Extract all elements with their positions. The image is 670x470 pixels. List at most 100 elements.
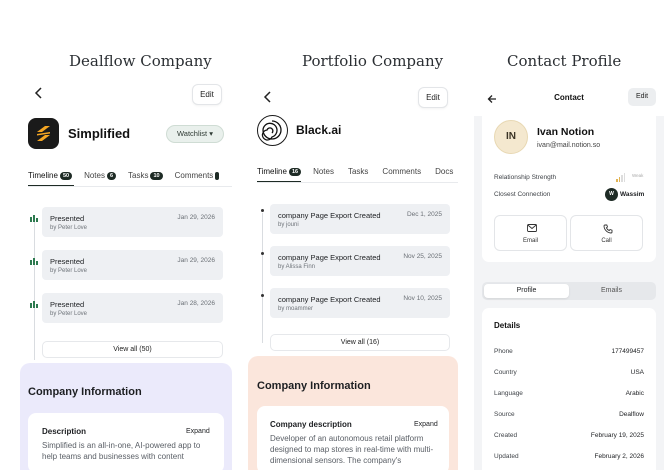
email-button[interactable]: Email [494, 215, 567, 251]
timeline-item-title: Presented [50, 214, 85, 223]
tab-count: 6 [106, 171, 117, 180]
chart-icon [30, 295, 38, 308]
timeline-item[interactable]: Presented Jan 29, 2026 by Peter Love [42, 250, 223, 280]
timeline-item-author: by Alissa Finn [278, 264, 316, 270]
company-name: Simplified [68, 126, 131, 141]
timeline-item-author: by moammer [278, 306, 314, 312]
chart-icon [30, 209, 38, 222]
watchlist-dropdown[interactable]: Watchlist ▾ [166, 125, 224, 143]
profile-emails-toggle: Profile Emails [482, 282, 656, 300]
chevron-down-icon: ▾ [209, 129, 213, 138]
heading-portfolio: Portfolio Company [302, 52, 444, 70]
heading-contact: Contact Profile [507, 52, 622, 70]
simplified-logo [28, 118, 59, 149]
timeline-item-title: company Page Export Created [278, 211, 381, 220]
tab-timeline[interactable]: Timeline 16 [257, 167, 302, 176]
email-button-label: Email [522, 238, 538, 244]
timeline-item-date: Jan 28, 2026 [177, 300, 215, 307]
contact-panel: Contact Edit IN Ivan Notion ivan@mail.no… [474, 80, 664, 470]
phone-icon [603, 224, 613, 234]
detail-label-language: Language [494, 390, 523, 397]
detail-value-created: February 19, 2025 [590, 432, 644, 439]
timeline-item-date: Nov 25, 2025 [403, 253, 442, 260]
timeline-item-date: Jan 29, 2026 [177, 257, 215, 264]
edit-button[interactable]: Edit [192, 84, 222, 105]
timeline-dot [261, 209, 264, 212]
back-arrow-icon[interactable] [487, 91, 497, 107]
relationship-value: Weak [632, 173, 644, 178]
expand-button[interactable]: Expand [414, 421, 438, 428]
timeline-item[interactable]: Presented Jan 29, 2026 by Peter Love [42, 207, 223, 237]
segment-profile[interactable]: Profile [484, 284, 569, 298]
tab-count: 10 [150, 171, 163, 180]
tab-notes[interactable]: Notes 6 [84, 171, 117, 180]
tab-notes[interactable]: Notes [313, 167, 334, 176]
contact-title: Contact [554, 93, 584, 102]
call-button[interactable]: Call [570, 215, 643, 251]
timeline-item[interactable]: company Page Export Created Dec 1, 2025 … [270, 204, 450, 234]
timeline-item-title: company Page Export Created [278, 253, 381, 262]
timeline-item[interactable]: company Page Export Created Nov 25, 2025… [270, 246, 450, 276]
company-info-title: Company Information [28, 386, 142, 398]
company-tabs: Timeline 16 Notes Tasks Comments Docs [257, 167, 458, 176]
detail-value-phone: 177499457 [611, 348, 644, 355]
detail-label-created: Created [494, 432, 518, 439]
mail-icon [527, 224, 537, 232]
back-arrow-icon[interactable] [34, 86, 43, 102]
timeline-item-date: Jan 29, 2026 [177, 214, 215, 221]
segment-emails[interactable]: Emails [600, 287, 622, 294]
closest-connection-label: Closest Connection [494, 191, 551, 198]
tabs-divider [257, 182, 458, 183]
contact-header: Contact Edit [474, 80, 664, 116]
timeline-item-date: Dec 1, 2025 [406, 211, 442, 218]
view-all-button[interactable]: View all (50) [42, 341, 223, 358]
contact-name: Ivan Notion [537, 126, 595, 138]
tab-count: 16 [288, 167, 302, 176]
connection-avatar: W [605, 188, 618, 201]
timeline-item-author: by Peter Love [50, 268, 88, 274]
detail-value-updated: February 2, 2026 [594, 453, 644, 460]
closest-connection-name[interactable]: Wassim [620, 191, 645, 198]
tab-comments[interactable]: Comments [382, 167, 422, 176]
edit-button[interactable]: Edit [628, 88, 656, 106]
timeline-item-author: by Peter Love [50, 311, 88, 317]
description-label: Description [42, 427, 87, 436]
tab-tasks[interactable]: Tasks [347, 167, 369, 176]
relationship-label: Relationship Strength [494, 174, 557, 181]
description-text: Developer of an autonomous retail platfo… [270, 434, 434, 465]
timeline-item-author: by jouni [278, 222, 299, 228]
active-tab-indicator [257, 181, 301, 183]
detail-label-updated: Updated [494, 453, 519, 460]
timeline-line [34, 215, 35, 360]
description-card: Description Expand Simplified is an all-… [28, 413, 224, 470]
company-name: Black.ai [296, 123, 342, 137]
description-label: Company description [270, 420, 352, 429]
timeline-line [262, 213, 263, 343]
call-button-label: Call [601, 238, 612, 244]
tab-timeline[interactable]: Timeline 50 [28, 171, 73, 180]
edit-button[interactable]: Edit [418, 87, 448, 108]
detail-label-source: Source [494, 411, 515, 418]
expand-button[interactable]: Expand [186, 428, 210, 435]
view-all-button[interactable]: View all (16) [270, 334, 450, 351]
back-arrow-icon[interactable] [263, 90, 272, 106]
timeline-item[interactable]: Presented Jan 28, 2026 by Peter Love [42, 293, 223, 323]
contact-email[interactable]: ivan@mail.notion.so [537, 142, 601, 149]
tabs-divider [28, 186, 232, 187]
timeline-dot [261, 294, 264, 297]
strength-bars-icon [616, 173, 626, 182]
tab-count: 50 [59, 171, 73, 180]
watchlist-label: Watchlist [176, 129, 208, 138]
detail-label-country: Country [494, 369, 517, 376]
detail-label-phone: Phone [494, 348, 513, 355]
tab-comments[interactable]: Comments [175, 171, 219, 180]
tab-tasks[interactable]: Tasks 10 [128, 171, 163, 180]
details-title: Details [494, 321, 521, 330]
tab-docs[interactable]: Docs [435, 167, 454, 176]
timeline-item-title: Presented [50, 257, 85, 266]
detail-value-source: Dealflow [619, 411, 644, 418]
active-tab-indicator [28, 185, 74, 187]
timeline-item-title: company Page Export Created [278, 295, 381, 304]
company-info-title: Company Information [257, 380, 371, 392]
timeline-item[interactable]: company Page Export Created Nov 10, 2025… [270, 288, 450, 318]
